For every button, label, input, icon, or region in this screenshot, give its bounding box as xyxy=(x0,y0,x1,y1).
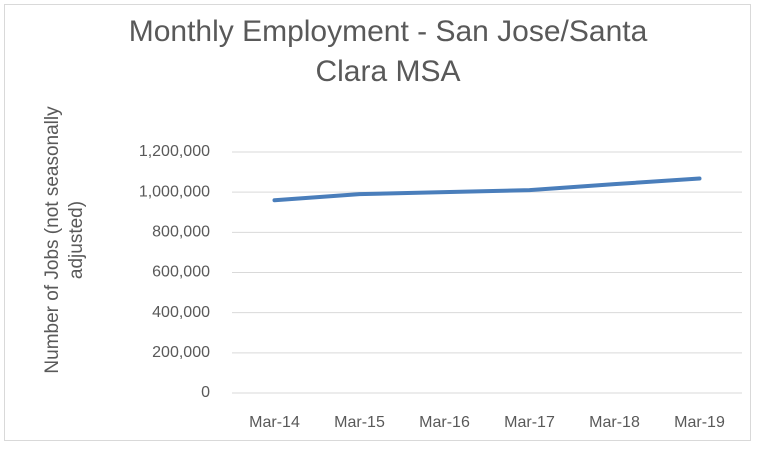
y-tick-label: 400,000 xyxy=(152,304,210,321)
y-tick-label: 1,000,000 xyxy=(139,183,210,200)
chart-title: Monthly Employment - San Jose/Santa Clar… xyxy=(128,15,648,88)
line-series xyxy=(272,176,702,203)
y-tick-label: 600,000 xyxy=(152,264,210,281)
y-tick-label: 0 xyxy=(201,384,210,401)
x-tick-label: Mar-18 xyxy=(589,414,640,431)
y-axis-label: Number of Jobs (not seasonally adjusted) xyxy=(42,106,87,374)
x-tick-label: Mar-19 xyxy=(674,414,725,431)
y-tick-label: 800,000 xyxy=(152,224,210,241)
x-tick-label: Mar-14 xyxy=(249,414,300,431)
x-tick-label: Mar-15 xyxy=(334,414,385,431)
x-tick-label: Mar-16 xyxy=(419,414,470,431)
y-tick-label: 1,200,000 xyxy=(139,143,210,160)
y-tick-label: 200,000 xyxy=(152,344,210,361)
chart-border xyxy=(4,4,751,441)
x-tick-label: Mar-17 xyxy=(504,414,555,431)
